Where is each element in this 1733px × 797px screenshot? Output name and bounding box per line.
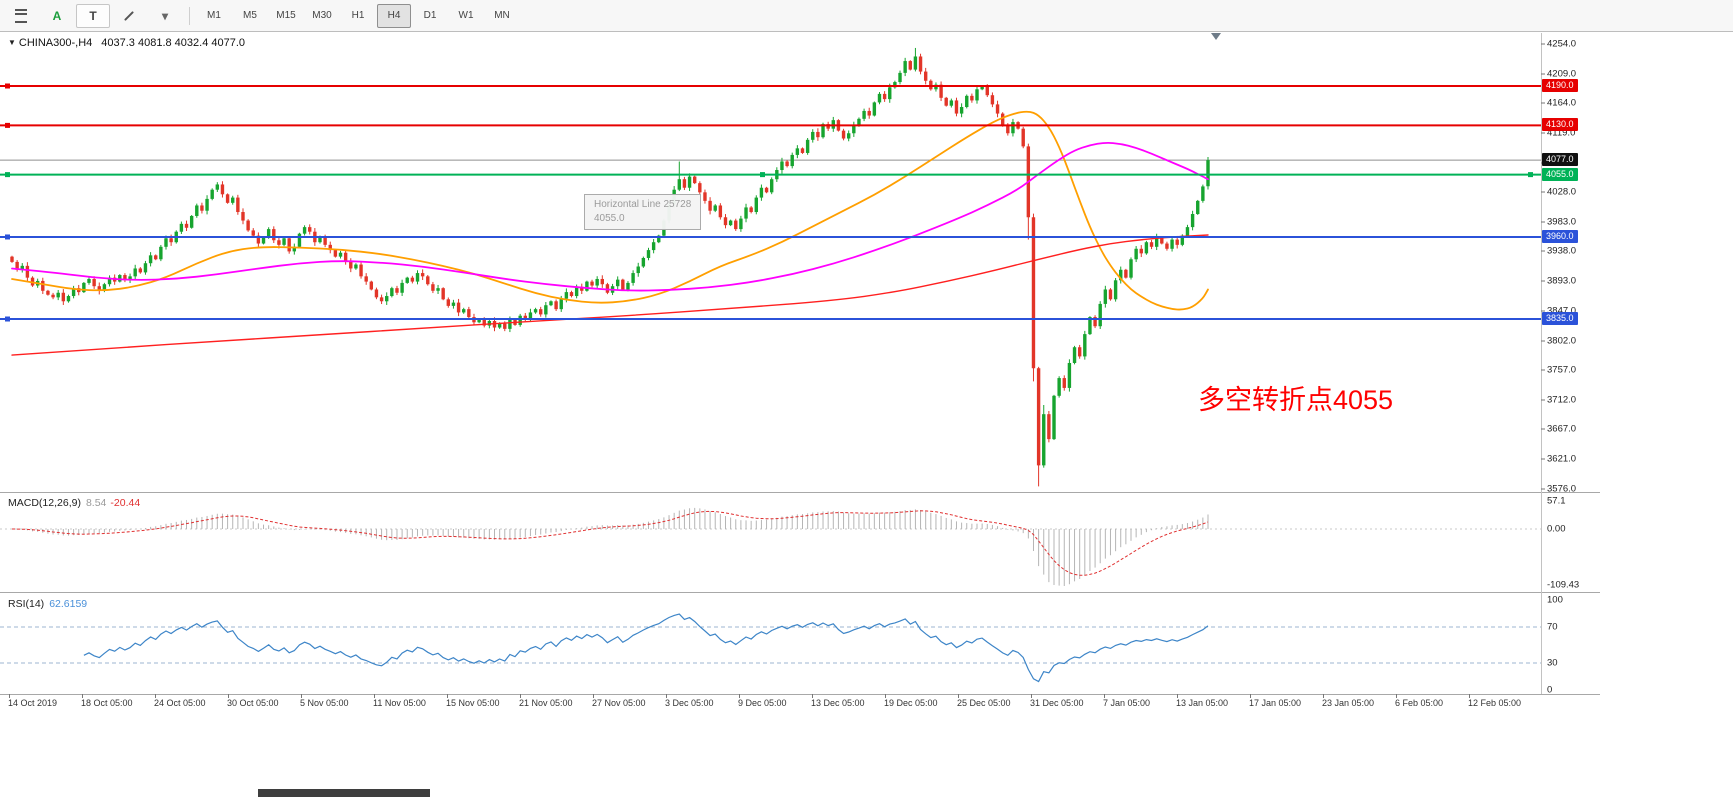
price-chart-canvas[interactable] [0,33,1541,492]
price-axis-border [1541,33,1542,694]
price-axis[interactable] [1541,33,1601,694]
macd-histogram [16,507,1209,586]
chart-menu-button[interactable] [4,4,38,28]
rsi-line [83,613,1209,683]
symbol-dropdown-icon[interactable]: ▼ [8,38,16,47]
ohlc-values: 4037.3 4081.8 4032.4 4077.0 [101,37,246,49]
ma-red [11,234,1209,356]
text-tool-button[interactable]: T [76,3,110,28]
timeframe-group: M1 M5 M15 M30 H1 H4 D1 W1 MN [197,3,519,28]
timeframe-m1-button[interactable]: M1 [207,10,221,21]
timeframe-h4-button[interactable]: H4 [377,3,411,28]
tooltip-line2: 4055.0 [594,213,625,224]
timeframe-d1-button[interactable]: D1 [423,10,437,21]
macd-signal-value: -20.44 [110,497,141,509]
object-tooltip: Horizontal Line 25728 4055.0 [584,194,702,230]
timeframe-mn-button[interactable]: MN [494,10,510,21]
toolbar-icon-group: A T ▾ [4,3,182,28]
menu-icon [15,8,27,23]
draw-caret-icon: ▾ [161,8,169,23]
draw-tool-button[interactable] [112,4,146,28]
panel-splitter-macd[interactable] [0,492,1600,493]
ma-orange [11,110,1209,311]
rsi-canvas[interactable] [0,593,1541,694]
timeframe-m5-button[interactable]: M5 [243,10,257,21]
timeframe-m30-button[interactable]: M30 [312,10,332,21]
rsi-label: RSI(14) 62.6159 [8,598,87,610]
line-handle[interactable] [1528,172,1533,178]
macd-main-value: 8.54 [85,497,107,509]
symbol-period-label: CHINA300-,H4 [18,37,93,49]
rsi-name: RSI(14) [8,598,45,610]
chart-text-annotation[interactable]: 多空转折点4055 [1198,385,1394,415]
macd-signal-line [11,510,1209,576]
chart-title: ▼ CHINA300-,H4 4037.3 4081.8 4032.4 4077.0 [8,37,245,49]
pencil-icon [124,10,134,21]
line-handle[interactable] [760,172,765,178]
timeframe-m15-button[interactable]: M15 [276,10,296,21]
macd-canvas[interactable] [0,493,1541,592]
timeframe-w1-button[interactable]: W1 [458,10,474,21]
line-handle[interactable] [5,83,10,89]
text-tool-icon: T [89,8,97,23]
tooltip-line1: Horizontal Line 25728 [594,199,692,210]
toolbar: A T ▾ M1 M5 M15 M30 H1 H4 D1 W1 MN [0,0,1733,32]
line-handle[interactable] [5,234,10,240]
macd-label: MACD(12,26,9) 8.54 -20.44 [8,497,140,509]
line-handle[interactable] [5,316,10,322]
timeframe-h1-button[interactable]: H1 [351,10,365,21]
macd-name: MACD(12,26,9) [8,497,81,509]
bottom-dark-strip [258,789,430,797]
ma-magenta [11,142,1209,292]
annotate-a-icon: A [52,8,62,23]
line-handle[interactable] [5,172,10,178]
time-axis[interactable] [0,695,1541,713]
panel-splitter-rsi[interactable] [0,592,1600,593]
rsi-value: 62.6159 [49,598,88,610]
toolbar-separator [189,6,190,25]
line-handle[interactable] [5,122,10,128]
time-axis-border [0,694,1600,695]
chart-shift-marker-icon[interactable] [1211,33,1221,40]
annotate-a-button[interactable]: A [40,4,74,28]
draw-caret-button[interactable]: ▾ [148,4,182,28]
